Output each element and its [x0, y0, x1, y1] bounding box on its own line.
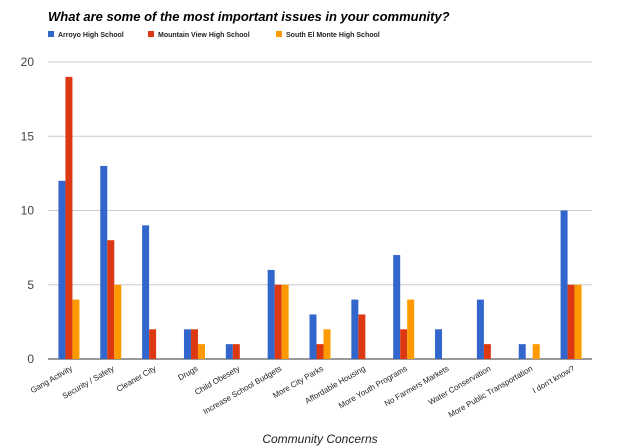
x-tick-label: Cleaner City: [115, 364, 158, 394]
y-tick-label: 15: [21, 129, 35, 143]
legend-swatch: [48, 31, 54, 37]
legend-label: Arroyo High School: [58, 32, 124, 39]
bar: [225, 344, 233, 359]
bar: [518, 344, 526, 359]
bar: [232, 344, 240, 359]
x-tick-label: More Youth Programs: [337, 364, 409, 410]
legend-swatch: [148, 31, 154, 37]
bar: [407, 299, 415, 359]
bar: [197, 344, 205, 359]
bars: [58, 76, 582, 359]
bar: [567, 284, 575, 359]
x-tick-label: Drugs: [176, 364, 199, 382]
bar: [574, 284, 582, 359]
y-tick-label: 0: [27, 352, 34, 366]
bar: [435, 329, 443, 359]
bar: [149, 329, 157, 359]
bar: [400, 329, 408, 359]
bar: [281, 284, 289, 359]
y-tick-label: 20: [21, 55, 35, 69]
bar: [323, 329, 331, 359]
bar: [483, 344, 491, 359]
x-axis-title: Community Concerns: [262, 432, 377, 446]
legend-label: Mountain View High School: [158, 32, 250, 39]
legend: Arroyo High School Mountain View High Sch…: [48, 31, 380, 39]
bar: [65, 76, 73, 359]
bar: [560, 210, 568, 359]
x-tick-label: Increase School Budgets: [202, 364, 284, 416]
bar: [114, 284, 122, 359]
legend-label: South El Monte High School: [286, 32, 380, 39]
bar: [309, 314, 317, 359]
bar: [476, 299, 484, 359]
bar: [183, 329, 191, 359]
y-tick-label: 5: [27, 278, 34, 292]
gridlines: [48, 61, 592, 360]
bar: [351, 299, 359, 359]
bar: [100, 165, 108, 359]
chart-title: What are some of the most important issu…: [48, 9, 450, 24]
legend-swatch: [276, 31, 282, 37]
bar: [107, 240, 115, 359]
bar: [274, 284, 282, 359]
bar: [393, 255, 401, 359]
bar: [142, 225, 150, 359]
bar: [267, 269, 275, 359]
bar: [532, 344, 540, 359]
y-axis: 0 5 10 15 20: [21, 55, 35, 366]
bar: [358, 314, 366, 359]
bar: [58, 180, 66, 359]
x-tick-label: I don't know?: [531, 364, 577, 396]
bar: [316, 344, 324, 359]
bar: [190, 329, 198, 359]
y-tick-label: 10: [21, 204, 35, 218]
bar: [72, 299, 80, 359]
